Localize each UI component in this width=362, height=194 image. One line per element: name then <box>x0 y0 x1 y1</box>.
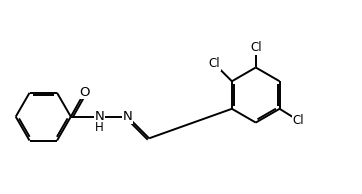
Text: Cl: Cl <box>209 57 220 70</box>
Text: H: H <box>95 121 104 134</box>
Text: N: N <box>123 110 132 123</box>
Text: N: N <box>94 110 104 123</box>
Text: Cl: Cl <box>293 114 304 127</box>
Text: Cl: Cl <box>250 41 262 54</box>
Text: O: O <box>79 86 90 99</box>
